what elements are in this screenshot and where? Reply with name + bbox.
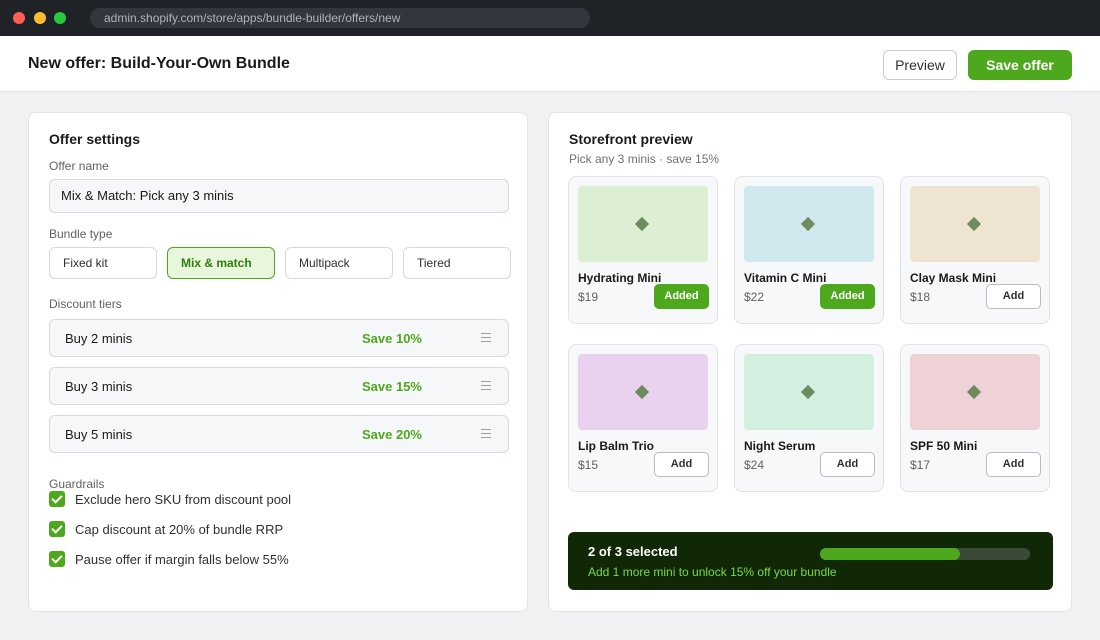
product-added-button[interactable]: Added	[654, 284, 709, 309]
selection-count: 2 of 3 selected	[588, 544, 678, 559]
product-add-button[interactable]: Add	[820, 452, 875, 477]
product-placeholder-icon	[966, 384, 982, 400]
unlock-hint: Add 1 more mini to unlock 15% off your b…	[588, 565, 837, 579]
product-price: $15	[578, 458, 599, 472]
bundle-type-fixed-kit[interactable]: Fixed kit	[49, 247, 157, 279]
product-card: SPF 50 Mini $17 Add	[900, 344, 1050, 492]
product-placeholder-icon	[800, 384, 816, 400]
bundle-type-tiered[interactable]: Tiered	[403, 247, 511, 279]
page-header: New offer: Build-Your-Own Bundle Preview…	[0, 36, 1100, 92]
storefront-preview-subtitle: Pick any 3 minis · save 15%	[569, 152, 720, 166]
save-offer-button[interactable]: Save offer	[968, 50, 1072, 80]
bundle-type-multipack[interactable]: Multipack	[285, 247, 393, 279]
product-name: Lip Balm Trio	[578, 439, 655, 453]
product-card: Vitamin C Mini $22 Added	[734, 176, 884, 324]
tier-save-label: Save 15%	[362, 379, 422, 394]
guardrail-checkbox[interactable]	[49, 551, 65, 567]
product-price: $17	[910, 458, 931, 472]
preview-button[interactable]: Preview	[883, 50, 957, 80]
product-add-button[interactable]: Add	[986, 284, 1041, 309]
tier-quantity-label: Buy 2 minis	[65, 331, 133, 346]
offer-settings-heading: Offer settings	[49, 131, 141, 147]
minimize-window-icon[interactable]	[34, 12, 46, 24]
product-added-button[interactable]: Added	[820, 284, 875, 309]
storefront-preview-heading: Storefront preview	[569, 131, 693, 147]
product-card: Night Serum $24 Add	[734, 344, 884, 492]
product-name: Hydrating Mini	[578, 271, 662, 285]
product-image	[910, 186, 1040, 262]
offer-name-input[interactable]: Mix & Match: Pick any 3 minis	[49, 179, 509, 213]
product-image	[578, 186, 708, 262]
progress-bar-fill	[820, 548, 961, 560]
drag-handle-icon[interactable]	[481, 429, 491, 438]
drag-handle-icon[interactable]	[481, 381, 491, 390]
bundle-progress-banner: 2 of 3 selected Add 1 more mini to unloc…	[568, 532, 1053, 590]
tier-save-label: Save 20%	[362, 427, 422, 442]
tier-quantity-label: Buy 5 minis	[65, 427, 133, 442]
page-title: New offer: Build-Your-Own Bundle	[28, 55, 290, 72]
storefront-preview-panel: Storefront preview Pick any 3 minis · sa…	[548, 112, 1072, 612]
offer-settings-panel: Offer settings Offer name Mix & Match: P…	[28, 112, 528, 612]
product-card: Clay Mask Mini $18 Add	[900, 176, 1050, 324]
product-name: Clay Mask Mini	[910, 271, 997, 285]
offer-name-label: Offer name	[49, 159, 109, 173]
product-placeholder-icon	[634, 384, 650, 400]
product-card: Hydrating Mini $19 Added	[568, 176, 718, 324]
guardrail-checkbox[interactable]	[49, 521, 65, 537]
product-price: $22	[744, 290, 765, 304]
discount-tier-row[interactable]: Buy 3 minis Save 15%	[49, 367, 509, 405]
maximize-window-icon[interactable]	[54, 12, 66, 24]
product-name: Night Serum	[744, 439, 816, 453]
product-placeholder-icon	[800, 216, 816, 232]
bundle-type-label: Bundle type	[49, 227, 113, 241]
discount-tiers-label: Discount tiers	[49, 297, 122, 311]
product-image	[744, 186, 874, 262]
product-card: Lip Balm Trio $15 Add	[568, 344, 718, 492]
guardrails-label: Guardrails	[49, 477, 105, 491]
product-price: $19	[578, 290, 599, 304]
product-placeholder-icon	[966, 216, 982, 232]
drag-handle-icon[interactable]	[481, 333, 491, 342]
product-add-button[interactable]: Add	[654, 452, 709, 477]
address-bar[interactable]: admin.shopify.com/store/apps/bundle-buil…	[90, 8, 590, 28]
discount-tier-row[interactable]: Buy 2 minis Save 10%	[49, 319, 509, 357]
guardrail-label: Exclude hero SKU from discount pool	[75, 492, 292, 507]
discount-tier-row[interactable]: Buy 5 minis Save 20%	[49, 415, 509, 453]
tier-quantity-label: Buy 3 minis	[65, 379, 133, 394]
product-price: $18	[910, 290, 931, 304]
browser-chrome: admin.shopify.com/store/apps/bundle-buil…	[0, 0, 1100, 36]
product-placeholder-icon	[634, 216, 650, 232]
product-price: $24	[744, 458, 765, 472]
guardrail-label: Pause offer if margin falls below 55%	[75, 552, 289, 567]
product-add-button[interactable]: Add	[986, 452, 1041, 477]
product-image	[744, 354, 874, 430]
progress-bar	[820, 548, 1030, 560]
bundle-type-mix-and-match[interactable]: Mix & match	[167, 247, 275, 279]
product-name: Vitamin C Mini	[744, 271, 827, 285]
product-image	[578, 354, 708, 430]
guardrail-checkbox[interactable]	[49, 491, 65, 507]
product-name: SPF 50 Mini	[910, 439, 978, 453]
guardrail-label: Cap discount at 20% of bundle RRP	[75, 522, 284, 537]
tier-save-label: Save 10%	[362, 331, 422, 346]
close-window-icon[interactable]	[13, 12, 25, 24]
product-image	[910, 354, 1040, 430]
